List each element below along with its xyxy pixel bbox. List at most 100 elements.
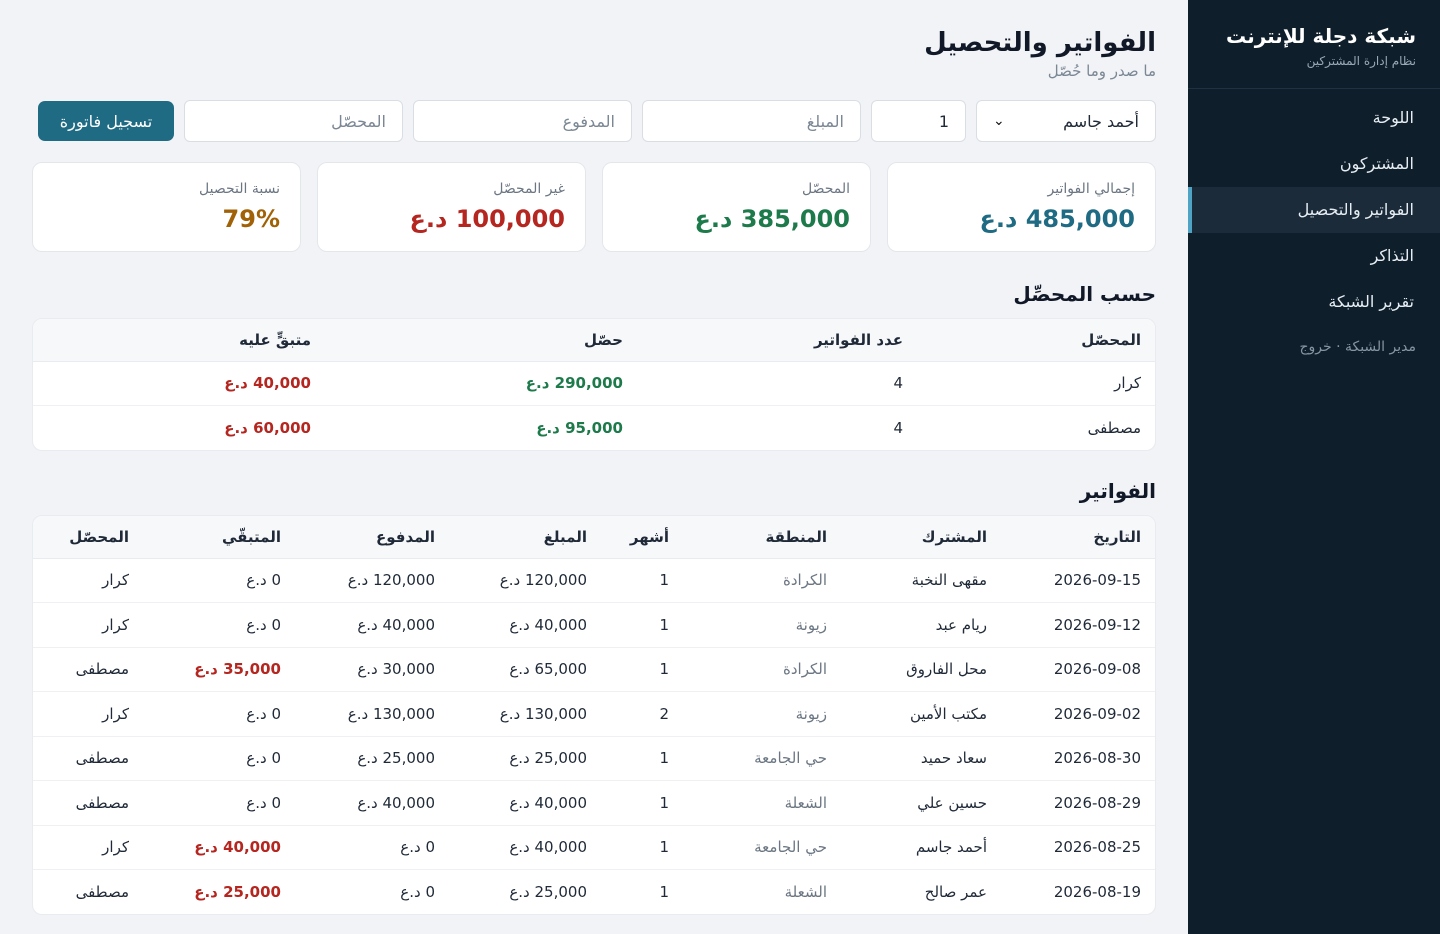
table-row: 2026-08-29 حسين علي الشعلة 1 40,000 د.ع 40,00… [33,780,1155,826]
collected-amount: 290,000 د.ع [325,361,637,406]
remaining-amount: 40,000 د.ع [33,361,325,406]
sidebar-item-billing[interactable]: الفواتير والتحصيل [1188,187,1440,233]
stat-card-total: إجمالي الفواتير 485,000 د.ع [887,162,1156,252]
invoice-remaining: 0 د.ع [143,780,295,826]
invoice-collector: مصطفى [75,883,129,901]
stat-label: المحصّل [801,181,850,197]
stats-cards: إجمالي الفواتير 485,000 د.ع المحصّل 385,… [32,162,1156,252]
logout-link[interactable]: مدير الشبكة · خروج [1299,339,1416,355]
invoice-paid: 130,000 د.ع [295,691,449,737]
sidebar-item-tickets[interactable]: التذاكر [1370,246,1414,265]
table-row: 2026-09-15 مقهى النخبة الكرادة 1 120,000 د.ع… [33,558,1155,603]
table-row: 2026-08-25 أحمد جاسم حي الجامعة 1 40,000 د.ع… [33,825,1155,870]
register-invoice-button[interactable]: تسجيل فاتورة [38,101,174,141]
invoice-months: 1 [601,647,683,692]
sidebar-item-network-report[interactable]: تقرير الشبكة [1328,292,1414,311]
invoice-date: 2026-09-08 [1001,647,1155,692]
column-header: المدفوع [295,516,449,559]
invoice-area: الكرادة [683,647,841,692]
invoices-title: الفواتير [1079,479,1156,503]
column-header: المحصّل [33,516,143,559]
sidebar: شبكة دجلة للإنترنت نظام إدارة المشتركين … [1188,0,1440,934]
column-header: المتبقّي [143,516,295,559]
amount-input[interactable] [642,100,861,142]
column-header: عدد الفواتير [637,319,917,362]
invoice-months: 1 [601,825,683,870]
invoice-remaining: 0 د.ع [143,691,295,737]
invoice-subscriber: أحمد جاسم [841,825,1001,870]
invoice-remaining: 40,000 د.ع [143,825,295,870]
column-header: أشهر [601,516,683,559]
table-row: 2026-09-12 ريام عبد زيونة 1 40,000 د.ع 40,000… [33,602,1155,648]
column-header: المشترك [841,516,1001,559]
table-row: كرار 4 290,000 د.ع 40,000 د.ع [33,361,1155,406]
invoice-date: 2026-08-19 [1053,883,1141,901]
invoice-amount: 40,000 د.ع [449,602,601,648]
invoice-amount: 65,000 د.ع [449,647,601,692]
invoice-rows: 2026-09-15 مقهى النخبة الكرادة 1 120,000 د.ع… [33,558,1155,914]
invoices-table: التاريخ المشترك المنطقة أشهر المبلغ المد… [32,515,1156,915]
invoice-amount: 120,000 د.ع [449,558,601,603]
invoice-paid: 40,000 د.ع [295,602,449,648]
remaining-amount: 60,000 د.ع [224,419,311,437]
invoice-subscriber: عمر صالح [924,883,987,901]
invoice-date: 2026-09-12 [1001,602,1155,648]
collected-amount: 95,000 د.ع [536,419,623,437]
by-collector-table: المحصّل عدد الفواتير حصّل متبقٍّ عليه كر… [32,318,1156,451]
invoice-subscriber: ريام عبد [841,602,1001,648]
invoice-paid: 0 د.ع [295,825,449,870]
collector-input[interactable] [184,100,403,142]
page-header: الفواتير والتحصيل ما صدر وما حُصّل [32,28,1156,80]
page-subtitle: ما صدر وما حُصّل [1047,62,1156,80]
column-header: التاريخ [1001,516,1155,559]
invoice-paid: 30,000 د.ع [295,647,449,692]
stat-card-collected: المحصّل 385,000 د.ع [602,162,871,252]
invoice-amount: 25,000 د.ع [449,736,601,781]
table-row: 2026-09-02 مكتب الأمين زيونة 2 130,000 د.ع 13… [33,691,1155,737]
brand-title: شبكة دجلة للإنترنت [1226,24,1416,48]
sidebar-item-subscribers[interactable]: المشتركون [1339,154,1414,173]
table-header-row: المحصّل عدد الفواتير حصّل متبقٍّ عليه [33,319,1155,362]
stat-value: 385,000 د.ع [694,205,851,233]
invoice-count: 4 [893,419,903,437]
invoice-collector: كرار [33,558,143,603]
invoice-subscriber: محل الفاروق [841,647,1001,692]
invoice-months: 2 [601,691,683,737]
invoice-count: 4 [637,361,917,406]
invoice-collector: مصطفى [33,647,143,692]
main-content: الفواتير والتحصيل ما صدر وما حُصّل أحمد … [32,28,1156,915]
invoice-subscriber: مقهى النخبة [841,558,1001,603]
stat-label: إجمالي الفواتير [1047,181,1136,197]
invoice-months: 1 [659,883,669,901]
invoice-remaining: 0 د.ع [143,602,295,648]
stat-value: 100,000 د.ع [409,205,566,233]
invoice-remaining: 0 د.ع [143,558,295,603]
column-header: متبقٍّ عليه [33,319,325,362]
table-row: 2026-08-30 سعاد حميد حي الجامعة 1 25,000 د.ع… [33,736,1155,781]
invoice-paid: 40,000 د.ع [295,780,449,826]
stat-label: غير المحصّل [493,181,565,197]
collector-name: كرار [917,361,1155,406]
paid-input[interactable] [413,100,632,142]
invoice-subscriber: مكتب الأمين [841,691,1001,737]
column-header: المبلغ [449,516,601,559]
invoice-amount: 130,000 د.ع [449,691,601,737]
table-row: 2026-09-08 محل الفاروق الكرادة 1 65,000 د.ع 3… [33,647,1155,692]
invoice-months: 1 [601,780,683,826]
invoice-area: حي الجامعة [683,825,841,870]
invoice-paid: 25,000 د.ع [295,736,449,781]
subscriber-select[interactable]: أحمد جاسم ⌄ [976,100,1156,142]
chevron-down-icon: ⌄ [993,113,1005,129]
column-header: المحصّل [917,319,1155,362]
invoice-area: زيونة [683,691,841,737]
sidebar-item-dashboard[interactable]: اللوحة [1372,108,1414,127]
stat-card-rate: نسبة التحصيل 79% [32,162,301,252]
invoice-months: 1 [601,736,683,781]
months-input[interactable] [871,100,966,142]
invoice-collector: كرار [33,602,143,648]
invoice-collector: كرار [33,691,143,737]
invoice-subscriber: سعاد حميد [841,736,1001,781]
invoice-date: 2026-08-30 [1001,736,1155,781]
by-collector-title: حسب المحصِّل [1013,282,1156,306]
brand-subtitle: نظام إدارة المشتركين [1306,54,1416,68]
